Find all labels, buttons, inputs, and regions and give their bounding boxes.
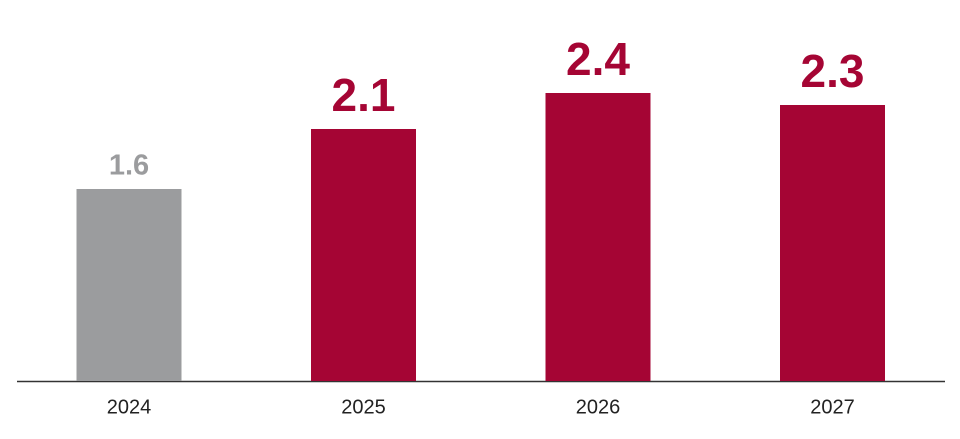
bar (311, 129, 416, 381)
x-tick-label: 2026 (576, 396, 621, 418)
value-label: 2.4 (566, 33, 630, 85)
value-label: 1.6 (109, 150, 149, 182)
bar (76, 189, 182, 381)
value-label: 2.1 (332, 69, 396, 121)
bar (545, 93, 651, 381)
bar (780, 105, 885, 381)
value-label: 2.3 (801, 45, 865, 97)
x-tick-label: 2024 (107, 396, 152, 418)
x-tick-label: 2027 (810, 396, 855, 418)
x-tick-label: 2025 (341, 396, 386, 418)
